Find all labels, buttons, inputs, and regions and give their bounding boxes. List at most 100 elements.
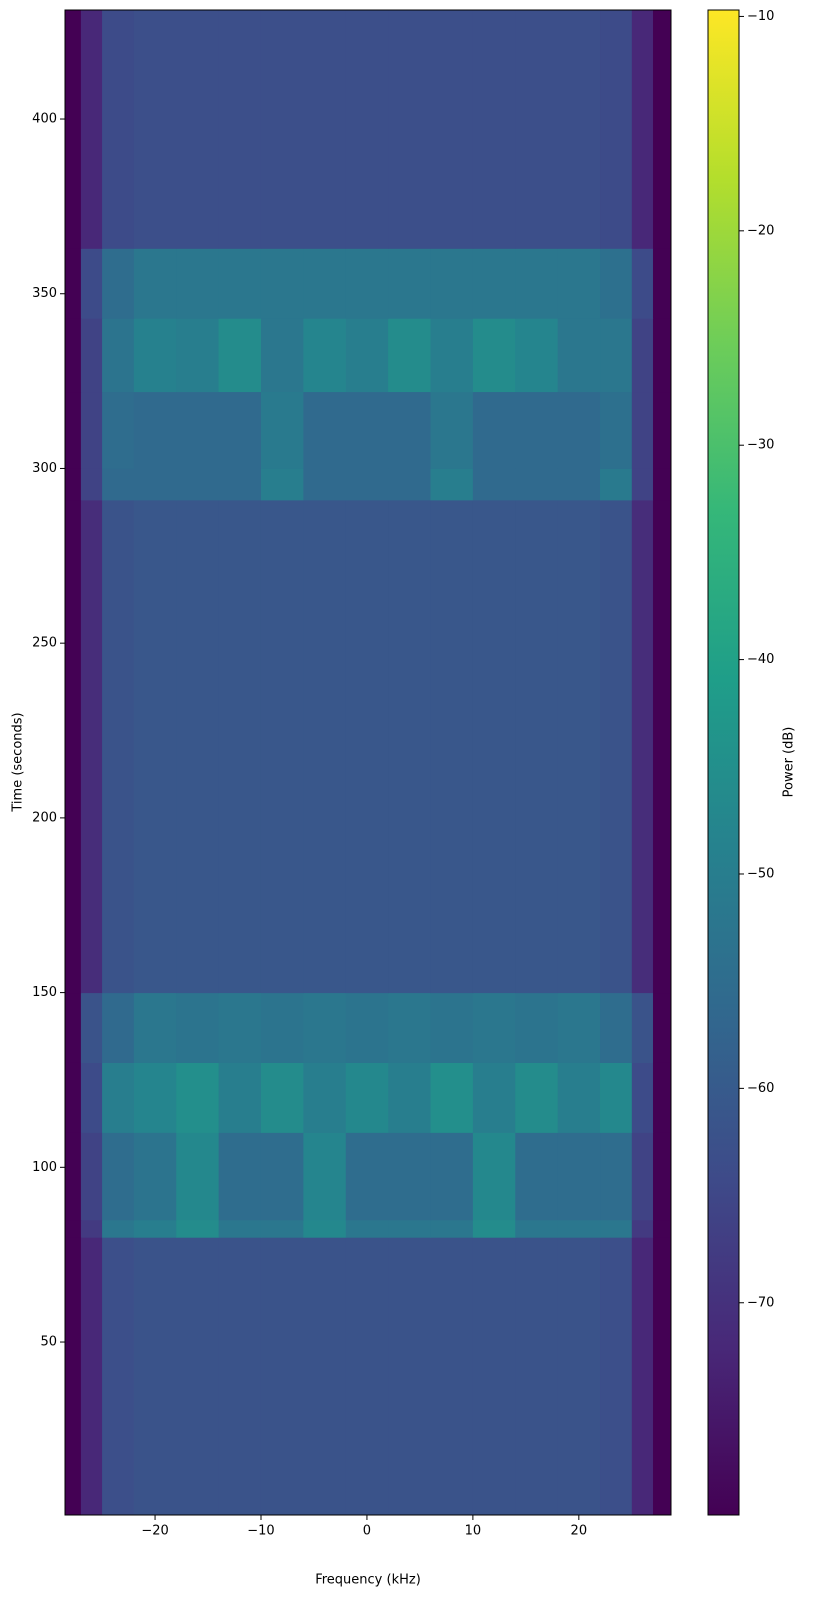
heatmap-cell — [260, 992, 304, 1063]
heatmap-cell — [303, 10, 347, 249]
heatmap-cell — [388, 992, 432, 1063]
heatmap-cell — [218, 468, 262, 501]
heatmap-cell — [303, 1237, 347, 1516]
heatmap-cell — [133, 1219, 177, 1238]
heatmap-cell — [80, 992, 103, 1063]
heatmap-cell — [218, 1237, 262, 1516]
colorbar-tick-label: −30 — [747, 438, 774, 453]
heatmap-cell — [631, 248, 654, 319]
heatmap-cell — [631, 318, 654, 393]
heatmap-cell — [430, 318, 474, 393]
x-axis-label: Frequency (kHz) — [315, 1573, 421, 1588]
heatmap-cell — [388, 248, 432, 319]
heatmap-cell — [652, 1062, 672, 1133]
heatmap-cell — [515, 391, 559, 469]
heatmap-cell — [133, 499, 177, 994]
y-tick-label: 300 — [32, 461, 57, 476]
heatmap-cell — [65, 499, 82, 994]
heatmap-cell — [176, 468, 220, 501]
heatmap-cell — [218, 992, 262, 1063]
heatmap-cell — [472, 1237, 516, 1516]
heatmap-cell — [80, 499, 103, 994]
heatmap-cell — [218, 248, 262, 319]
plot-frame — [64, 9, 672, 1516]
heatmap-cell — [600, 1237, 633, 1516]
heatmap-cell — [430, 992, 474, 1063]
heatmap-cell — [631, 1132, 654, 1221]
heatmap-cell — [260, 1132, 304, 1221]
heatmap-cell — [65, 1219, 82, 1238]
heatmap-cell — [176, 248, 220, 319]
heatmap-cell — [65, 468, 82, 501]
heatmap-cell — [472, 992, 516, 1063]
heatmap-cell — [102, 1219, 135, 1238]
colorbar-label: Power (dB) — [782, 727, 797, 798]
heatmap-cell — [260, 318, 304, 393]
heatmap-cell — [303, 1219, 347, 1238]
heatmap-cell — [388, 1062, 432, 1133]
heatmap-cell — [600, 391, 633, 469]
heatmap-cell — [260, 10, 304, 249]
heatmap-cell — [303, 248, 347, 319]
heatmap-cell — [102, 248, 135, 319]
heatmap-cell — [176, 391, 220, 469]
heatmap-cell — [472, 391, 516, 469]
heatmap-cell — [102, 499, 135, 994]
heatmap-cell — [472, 499, 516, 994]
heatmap-cell — [218, 1219, 262, 1238]
heatmap-cell — [388, 499, 432, 994]
x-tick-label: 10 — [465, 1524, 482, 1539]
heatmap-cell — [430, 248, 474, 319]
heatmap-cell — [557, 248, 601, 319]
heatmap-cell — [557, 1219, 601, 1238]
heatmap-cell — [515, 10, 559, 249]
heatmap-cell — [65, 1062, 82, 1133]
heatmap-cell — [515, 1219, 559, 1238]
heatmap-cell — [652, 468, 672, 501]
heatmap-cell — [345, 391, 389, 469]
heatmap-cell — [652, 992, 672, 1063]
heatmap-cell — [133, 992, 177, 1063]
y-tick-label: 150 — [32, 985, 57, 1000]
colorbar-tick-label: −20 — [747, 223, 774, 238]
heatmap-cell — [133, 248, 177, 319]
heatmap-cell — [65, 1132, 82, 1221]
heatmap-cell — [176, 1237, 220, 1516]
heatmap-cell — [600, 992, 633, 1063]
heatmap-cell — [472, 248, 516, 319]
heatmap-cell — [345, 992, 389, 1063]
heatmap-cell — [65, 318, 82, 393]
heatmap-cell — [65, 391, 82, 469]
heatmap-cell — [515, 318, 559, 393]
heatmap-cell — [430, 468, 474, 501]
heatmap-cell — [557, 468, 601, 501]
heatmap-cell — [65, 992, 82, 1063]
heatmap-cell — [345, 10, 389, 249]
heatmap-cell — [472, 318, 516, 393]
heatmap-cell — [80, 1132, 103, 1221]
heatmap-cell — [80, 248, 103, 319]
heatmap-cell — [176, 499, 220, 994]
heatmap-cell — [218, 1132, 262, 1221]
y-tick-label: 350 — [32, 286, 57, 301]
heatmap-cell — [515, 248, 559, 319]
heatmap-cell — [176, 318, 220, 393]
heatmap-cell — [430, 1062, 474, 1133]
heatmap-cell — [345, 248, 389, 319]
heatmap-cell — [515, 1237, 559, 1516]
colorbar — [707, 9, 740, 1516]
heatmap-cell — [472, 1132, 516, 1221]
y-axis-label: Time (seconds) — [11, 712, 26, 812]
heatmap-cell — [430, 10, 474, 249]
heatmap-cell — [345, 1219, 389, 1238]
heatmap-cell — [102, 1062, 135, 1133]
heatmap-cell — [218, 10, 262, 249]
heatmap-cell — [388, 391, 432, 469]
heatmap-cell — [557, 391, 601, 469]
heatmap-cell — [176, 10, 220, 249]
heatmap-cell — [176, 992, 220, 1063]
heatmap-cell — [652, 1219, 672, 1238]
heatmap-cell — [133, 391, 177, 469]
heatmap-cell — [80, 1237, 103, 1516]
heatmap-cell — [631, 468, 654, 501]
